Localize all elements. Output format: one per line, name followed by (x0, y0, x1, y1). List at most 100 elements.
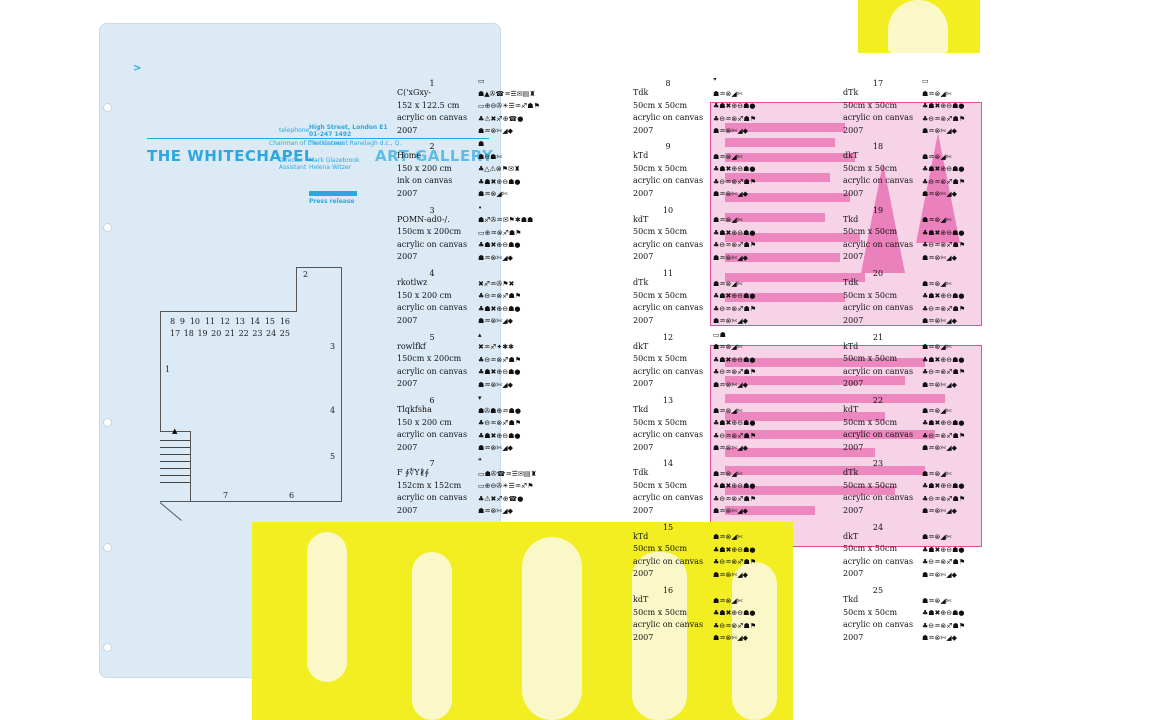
symbol-line (922, 582, 965, 595)
symbol-line: ☗♒⊗◢✄ (713, 152, 743, 161)
entry-number: 11 (662, 269, 674, 279)
catalogue-entry: 3 POMN-ad0-/. 150cm x 200cm acrylic on canv… (397, 206, 597, 264)
entry-size: 50cm x 50cm (843, 480, 898, 490)
room-number: 23 (252, 329, 263, 338)
symbol-line (713, 138, 756, 151)
symbol-line: ☗♒⊗◢✄ (922, 89, 952, 98)
symbol-line: ☗♒⊗◢✄ (713, 406, 743, 415)
entry-medium: acrylic on canvas (843, 239, 914, 249)
symbol-line: ☗▲✇☎♒☰✉▤♜ (478, 89, 536, 98)
symbol-line: ♣☗✖⊕⊖☗● (922, 482, 965, 491)
symbol-line: ♣⊖♒⊗♐☗⚑ (478, 355, 522, 364)
entry-symbols: ☗♒⊗◢✄ ♣☗✖⊕⊖☗● ♣⊖♒⊗♐☗⚑ ☗♒⊗✄◢◆ (713, 265, 756, 328)
room-number: 10 (189, 317, 200, 326)
entry-size: 50cm x 50cm (633, 607, 688, 617)
symbol-line: ☗♒⊗◢✄ (922, 469, 952, 478)
symbol-line: ☗♒⊗✄◢◆ (922, 317, 958, 326)
address: High Street, London E1 (309, 124, 388, 131)
entry-number: 18 (872, 142, 884, 152)
entry-title: Tdk (633, 88, 649, 97)
entry-number: 25 (872, 586, 884, 596)
symbol-line: ♣☗✖⊕⊖☗● (922, 228, 965, 237)
symbol-line: ☗♒⊗◢✄ (713, 89, 743, 98)
catalogue-entry: 10 kdT 50cm x 50cm acrylic on canvas 2007 (633, 206, 833, 264)
symbol-line: ♣⊖♒⊗♐☗⚑ (713, 241, 757, 250)
entry-size: 50cm x 50cm (633, 163, 688, 173)
dancers-photo-yellow (252, 522, 793, 720)
entry-size: 50cm x 50cm (633, 227, 688, 237)
entry-year: 2007 (843, 315, 864, 325)
entry-medium: acrylic on canvas (633, 239, 704, 249)
symbol-line: ♣☗✖⊕⊖☗● (922, 355, 965, 364)
entry-year: 2007 (397, 315, 418, 325)
symbol-line: ☗♒⊗◢✄ (713, 596, 743, 605)
punch-hole (103, 223, 112, 232)
entry-symbols: ☗♒⊗◢✄ ♣☗✖⊕⊖☗● ♣⊖♒⊗♐☗⚑ ☗♒⊗✄◢◆ (922, 519, 965, 582)
entry-medium: acrylic on canvas (633, 303, 704, 313)
entry-year: 2007 (843, 188, 864, 198)
entry-year: 2007 (633, 252, 654, 262)
catalogue-entry: 19 Tkd 50cm x 50cm acrylic on canvas 2007 (843, 206, 1043, 264)
symbol-line (713, 582, 756, 595)
entry-medium: acrylic on canvas (397, 430, 468, 439)
symbol-line: ♣⚠✖♐⊕☎● (478, 114, 524, 123)
symbol-line: ▭☗✇☎♒☰✉▤♜ (478, 469, 537, 478)
gallery-title-left: THE WHITECHAPEL (147, 147, 314, 165)
room-label-5: 5 (330, 452, 336, 461)
room-label-3: 3 (330, 342, 336, 351)
entry-number: 16 (662, 586, 674, 596)
symbol-line: ☗♒⊗✄◢◆ (922, 634, 958, 643)
symbol-line (922, 392, 965, 405)
catalogue-entry: 13 Tkd 50cm x 50cm acrylic on canvas 2007 (633, 396, 833, 454)
symbol-line: ☗♒⊗✄◢◆ (713, 317, 749, 326)
entry-title: kTd (633, 531, 649, 541)
symbol-line: ♣⊖♒⊗♐☗⚑ (713, 494, 757, 503)
director-label: Director (279, 157, 304, 164)
entry-year: 2007 (843, 379, 864, 389)
entry-year: 2007 (633, 442, 654, 452)
entry-year: 2007 (397, 125, 418, 135)
catalogue-entry: 9 kTd 50cm x 50cm acrylic on canvas 2007 (633, 142, 833, 200)
room-number: 9 (179, 317, 185, 326)
entry-symbols: ☗♒⊗◢✄ ♣☗✖⊕⊖☗● ♣⊖♒⊗♐☗⚑ ☗♒⊗✄◢◆ (922, 329, 965, 392)
phone-number: 01-247 1492 (309, 131, 352, 138)
symbol-line (922, 202, 965, 215)
entry-number: 23 (872, 459, 884, 469)
symbol-line: ☗♒⊗✄◢◆ (478, 444, 514, 452)
entry-number: 4 (429, 269, 435, 279)
entry-medium: acrylic on canvas (843, 113, 914, 122)
entry-year: 2007 (397, 188, 418, 198)
director-name: Mark Glazebrook (309, 157, 360, 164)
press-release-bar (309, 191, 357, 196)
room-number: 24 (266, 329, 277, 338)
entry-medium: acrylic on canvas (843, 493, 914, 503)
entry-year: 2007 (397, 252, 418, 262)
entry-symbols: ▭ ☗♒⊗◢✄ ♣☗✖⊕⊖☗● ♣⊖♒⊗♐☗⚑ ☗♒⊗✄◢◆ (922, 75, 965, 138)
catalogue-entry: 1 C('xGxy- 152 x 122.5 cm acrylic on canvas… (397, 79, 597, 137)
pink-chart-image-top (710, 102, 982, 326)
entry-number: 10 (662, 205, 674, 215)
symbol-line: ☗♒⊗✄◢◆ (713, 634, 749, 643)
punch-hole (103, 543, 112, 552)
entry-medium: acrylic on canvas (633, 620, 704, 630)
entry-medium: acrylic on canvas (397, 113, 468, 122)
symbol-line: ☗♒⊗✄◢◆ (713, 253, 749, 262)
catalogue-entry: 8 Tdk 50cm x 50cm acrylic on canvas 2007 (633, 79, 833, 137)
symbol-line (713, 202, 756, 215)
room-number: 14 (249, 317, 260, 326)
symbol-line: ♣☗✖⊕⊖☗● (922, 419, 965, 427)
entry-medium: acrylic on canvas (843, 303, 914, 313)
entry-size: 50cm x 50cm (633, 354, 688, 364)
catalogue-entry: 25 Tkd 50cm x 50cm acrylic on canvas 2007 (843, 586, 1043, 644)
catalogue-entry: 4 rkotlwz 150 x 200 cm acrylic on canvas 200… (397, 269, 597, 327)
symbol-line: ☗♒⊗◢✄ (922, 216, 952, 225)
symbol-line: ♣⊖♒⊗♐☗⚑ (922, 494, 966, 503)
room-number: 16 (279, 317, 290, 326)
entry-title: Tkd (633, 405, 649, 414)
entry-title: F ∮∜Y∦∮ (397, 468, 429, 478)
symbol-line (922, 265, 965, 278)
entry-medium: ink on canvas (397, 176, 453, 186)
catalogue-entry: 16 kdT 50cm x 50cm acrylic on canvas 2007 (633, 586, 833, 644)
symbol-line (713, 519, 756, 532)
